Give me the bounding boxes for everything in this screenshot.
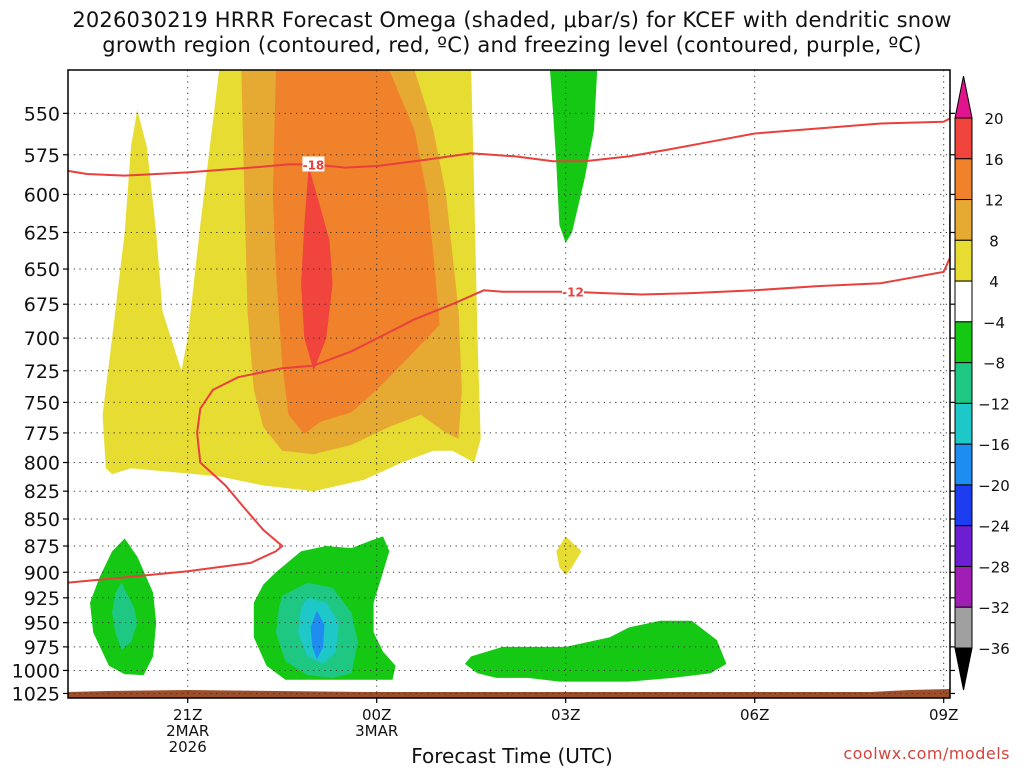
- temp-contour--12: [68, 214, 950, 584]
- x-tick-label: 2026: [169, 738, 207, 756]
- colorbar-label: −32: [978, 599, 1010, 617]
- credit-link[interactable]: coolwx.com/models: [843, 744, 1010, 763]
- colorbar-bin: [954, 280, 973, 323]
- temp-contour-label: -18: [303, 158, 325, 172]
- y-tick-label: 750: [24, 392, 60, 414]
- colorbar-label: −28: [978, 558, 1010, 576]
- x-tick-label: 00Z: [362, 706, 391, 724]
- y-tick-label: 1000: [12, 660, 60, 682]
- temperature-contours: -18 -12: [68, 110, 950, 584]
- temp-contour-label: -12: [562, 286, 584, 300]
- y-tick-label: 600: [24, 184, 60, 206]
- y-tick-label: 1025: [12, 683, 60, 705]
- colorbar-bin: [954, 321, 973, 364]
- colorbar-bin: [954, 158, 973, 201]
- colorbar-bin: [954, 484, 973, 527]
- x-tick-label: 21Z: [173, 706, 202, 724]
- grid: [68, 70, 950, 698]
- colorbar-bin: [954, 199, 973, 241]
- x-tick-label: 2MAR: [166, 722, 209, 740]
- temp-contour-label-bg--18: [302, 156, 325, 172]
- terrain-strip: [68, 689, 950, 698]
- colorbar-label: 4: [989, 273, 999, 291]
- plot-area: [68, 70, 950, 698]
- y-tick-label: 675: [24, 294, 60, 316]
- colorbar-label: 8: [989, 232, 999, 250]
- omega-region-5: [550, 70, 598, 243]
- y-tick-label: 925: [24, 588, 60, 610]
- y-tick-label: 850: [24, 509, 60, 531]
- colorbar-label: 16: [984, 151, 1003, 169]
- colorbar-bin: [954, 117, 973, 160]
- y-tick-label: 950: [24, 613, 60, 635]
- colorbar-label: 12: [984, 192, 1003, 210]
- x-tick-label: 3MAR: [355, 722, 398, 740]
- colorbar-bin: [954, 402, 973, 445]
- y-tick-label: 725: [24, 361, 60, 383]
- colorbar-label: −12: [978, 395, 1010, 413]
- colorbar-label: −4: [983, 314, 1005, 332]
- colorbar-bin: [954, 362, 973, 404]
- colorbar-bin-min: [954, 647, 973, 691]
- x-axis-label: Forecast Time (UTC): [411, 744, 613, 768]
- x-tick-label: 06Z: [740, 706, 769, 724]
- x-tick-label: 09Z: [929, 706, 958, 724]
- y-tick-label: 575: [24, 145, 60, 167]
- omega-region-3: [301, 166, 333, 371]
- omega-region-12: [464, 620, 727, 682]
- x-tick-label: 03Z: [551, 706, 580, 724]
- colorbar-label: 20: [984, 110, 1003, 128]
- y-tick-label: 800: [24, 453, 60, 475]
- colorbar-label: −8: [983, 355, 1005, 373]
- y-tick-label: 900: [24, 562, 60, 584]
- y-tick-label: 975: [24, 637, 60, 659]
- plot-frame: [67, 69, 951, 699]
- colorbar-bin: [954, 443, 973, 486]
- chart-title-line-1: 2026030219 HRRR Forecast Omega (shaded, …: [72, 8, 952, 32]
- y-tick-label: 650: [24, 259, 60, 281]
- colorbar-bin-max: [954, 75, 973, 119]
- y-tick-label: 550: [24, 103, 60, 125]
- colorbar-label: −16: [978, 436, 1010, 454]
- colorbar-label: −24: [978, 518, 1010, 536]
- colorbar-label: −20: [978, 477, 1010, 495]
- y-tick-label: 825: [24, 481, 60, 503]
- colorbar-label: −36: [978, 640, 1010, 658]
- temp-contour-label-bg--12: [562, 283, 584, 299]
- y-tick-label: 875: [24, 536, 60, 558]
- y-tick-label: 625: [24, 222, 60, 244]
- colorbar: 20 16 12 8 4 −4 −8 −12 −16 −20 −24 −28 −32 −36: [954, 75, 1010, 691]
- y-tick-label: 700: [24, 328, 60, 350]
- axes: 550 575 600 625 650 675 700 725 750 775 800 825 850 8…: [12, 69, 958, 756]
- colorbar-bin: [954, 565, 973, 608]
- chart-title-line-2: growth region (contoured, red, ºC) and f…: [102, 33, 922, 57]
- colorbar-bin: [954, 606, 973, 649]
- y-tick-label: 775: [24, 423, 60, 445]
- omega-region-4: [556, 536, 582, 576]
- colorbar-bin: [954, 525, 973, 567]
- colorbar-bin: [954, 239, 973, 282]
- temp-contour--18: [68, 110, 950, 177]
- omega-region-7: [112, 582, 138, 650]
